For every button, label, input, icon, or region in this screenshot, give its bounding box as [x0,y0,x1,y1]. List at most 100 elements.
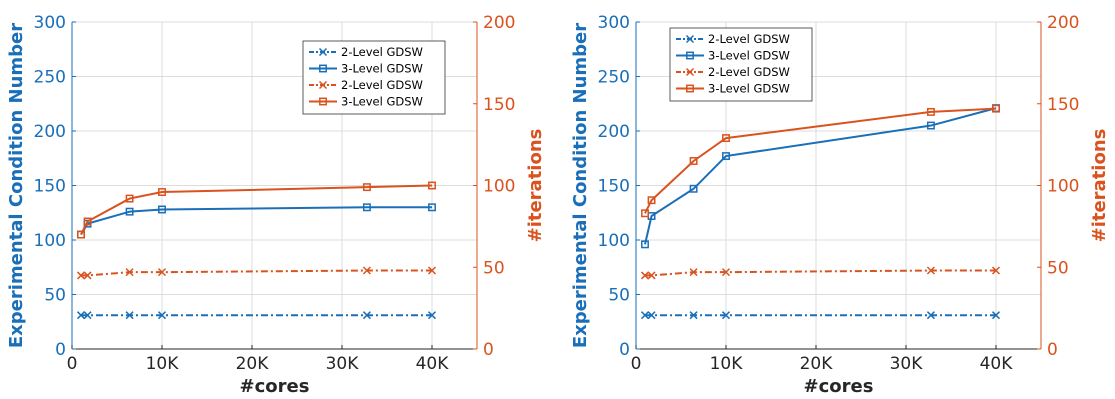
data-point [362,266,371,275]
data-point [686,84,694,93]
data-point [125,194,134,203]
series-line [644,107,997,214]
data-point [686,51,694,60]
chart-2: 0 10K 20K 30K 40K 0 50 100 150 200 250 300 0 50 100 150… [570,13,1110,397]
y-axis-right-title: #iterations [525,129,546,243]
data-point [427,311,437,320]
y-left-tick-label: 200 [34,122,66,142]
data-point [428,203,436,212]
y-axis-right-title: #iterations [1089,129,1110,243]
x-tick-label: 20K [236,354,270,374]
x-tick-label: 30K [890,354,924,374]
series-3 [640,266,1001,280]
data-point [689,268,698,277]
data-point [158,205,166,214]
x-tick-label: 20K [800,354,834,374]
y-left-tick-label: 300 [34,13,66,33]
data-point [992,104,1000,113]
x-tick-label: 10K [146,354,180,374]
y-left-tick-label: 250 [34,68,66,88]
series-3 [76,266,437,280]
legend-label: 2-Level GDSW [708,32,790,46]
x-axis-title: #cores [240,376,310,397]
y-right-tick-label: 100 [1047,177,1079,197]
data-point [83,217,92,226]
x-tick-label: 0 [67,354,78,374]
y-axis-left-title: Experimental Condition Number [6,23,27,348]
data-point [689,184,698,193]
chart-1: 0 10K 20K 30K 40K 0 50 100 150 200 250 300 0 50 100 150… [6,13,546,397]
legend-label: 3-Level GDSW [341,95,423,109]
y-right-tick-label: 100 [483,177,515,197]
series-1 [76,311,437,320]
y-left-tick-label: 250 [598,68,630,88]
data-point [991,311,1001,320]
data-point [926,121,935,130]
data-point [721,268,731,277]
legend: 2-Level GDSW 3-Level GDSW 2-Level GDSW 3-Le… [669,27,813,102]
data-point [926,266,935,275]
data-point [83,311,92,320]
series-1 [640,311,1001,320]
legend-label: 3-Level GDSW [341,62,423,76]
y-axis-left-title: Experimental Condition Number [570,23,591,348]
data-point [647,271,656,280]
data-point [83,271,92,280]
y-right-tick-label: 0 [483,340,494,360]
data-point [689,157,698,165]
data-point [647,196,656,205]
y-right-tick-label: 150 [1047,95,1079,115]
y-left-tick-label: 50 [608,286,630,306]
x-tick-label: 30K [326,354,360,374]
legend-label: 2-Level GDSW [341,78,423,92]
legend: 2-Level GDSW 3-Level GDSW 2-Level GDSW 3-Le… [302,40,446,115]
data-point [640,271,650,280]
series-line [645,269,996,277]
data-point [722,152,730,161]
data-point [362,183,371,192]
y-left-tick-label: 200 [598,122,630,142]
data-point [319,64,327,73]
legend-label: 2-Level GDSW [708,65,790,79]
x-tick-label: 0 [631,354,642,374]
x-tick-label: 10K [710,354,744,374]
data-point [362,311,371,320]
data-point [157,311,167,320]
y-left-tick-label: 300 [598,13,630,33]
data-point [76,271,86,280]
data-point [641,209,649,218]
y-left-tick-label: 150 [34,177,66,197]
series-4 [641,104,1000,218]
y-left-tick-label: 50 [44,286,66,306]
data-point [428,181,436,190]
y-right-tick-label: 150 [483,95,515,115]
data-point [125,311,134,320]
data-point [926,311,935,320]
data-point [427,266,437,275]
data-point [157,268,167,277]
data-point [125,268,134,277]
data-point [721,311,731,320]
data-point [640,311,650,320]
series-line [81,269,432,277]
y-left-tick-label: 150 [598,177,630,197]
x-tick-label: 40K [980,354,1014,374]
y-right-tick-label: 200 [1047,13,1079,33]
series-4 [77,181,436,239]
y-left-tick-label: 0 [619,340,630,360]
data-point [362,203,371,212]
data-point [318,80,328,90]
y-left-tick-label: 100 [598,231,630,251]
data-point [125,207,134,216]
y-left-tick-label: 100 [34,231,66,251]
data-point [685,67,695,77]
data-point [77,230,85,239]
data-point [647,311,656,320]
y-right-tick-label: 200 [483,13,515,33]
data-point [722,134,730,143]
series-2 [641,104,1000,249]
data-point [319,97,327,106]
data-point [641,240,649,249]
y-right-tick-label: 50 [1047,258,1069,278]
